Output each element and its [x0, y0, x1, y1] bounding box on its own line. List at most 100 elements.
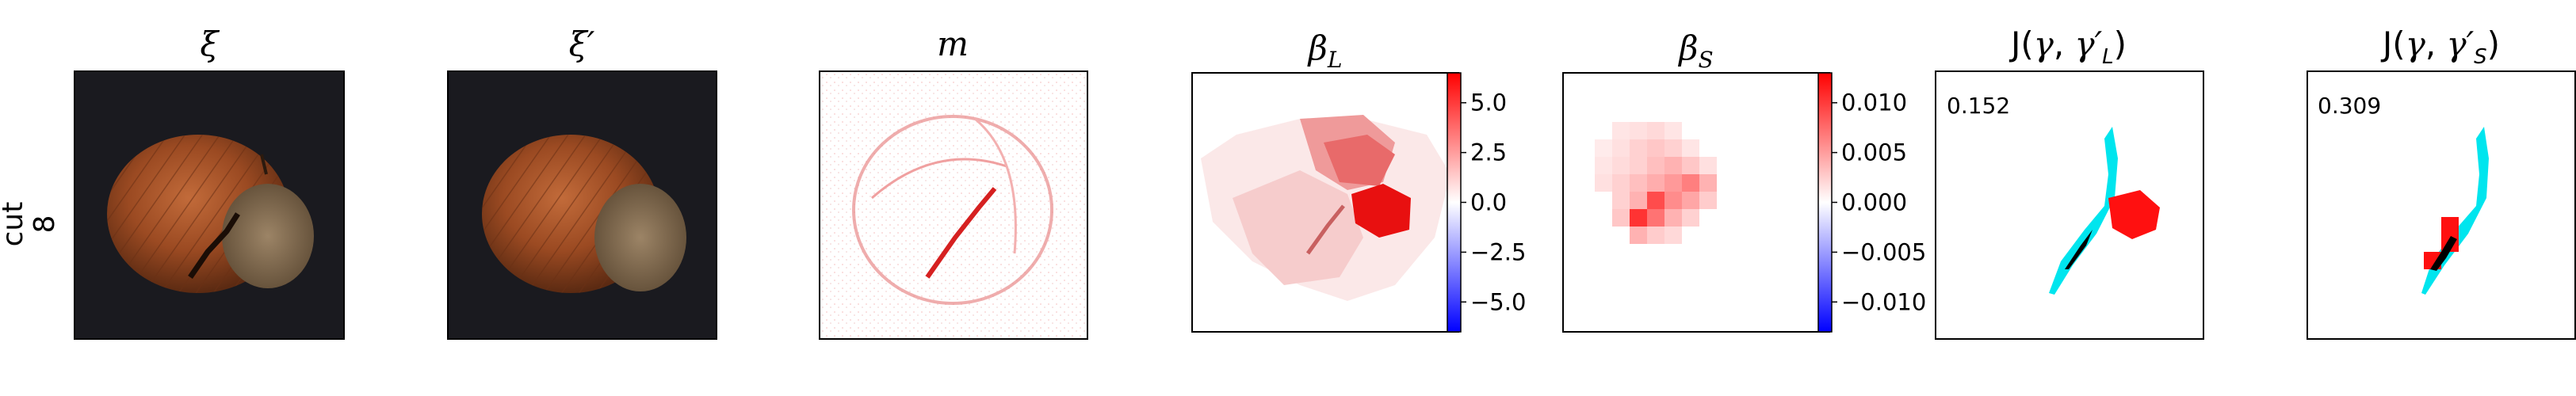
beta-S-cell [1612, 209, 1630, 227]
panel-xi: ξ [74, 25, 345, 340]
beta-S-colorbar: 0.010 0.005 0.000 −0.005 −0.010 [1817, 72, 1926, 333]
J-S-prediction-block-3 [2441, 217, 2459, 234]
colorbar-tick-label: −5.0 [1470, 288, 1526, 315]
beta-S-sub: S [1699, 47, 1714, 73]
beta-S-cell [1682, 174, 1699, 192]
panel-m: m [819, 25, 1088, 340]
panel-xi-prime: ξ′ [447, 25, 717, 340]
hazelnut-tip [260, 154, 268, 175]
J-L-background [1936, 71, 2203, 339]
beta-L-region-strong [1324, 135, 1395, 186]
J-S-background [2307, 71, 2575, 339]
beta-S-cell [1647, 122, 1664, 139]
panel-J-L: J(γ, γ′L) 0.152 [1935, 25, 2204, 340]
m-crack-highlight [925, 187, 997, 279]
beta-S-main: β [1677, 29, 1698, 67]
J-L-gamma: γ [2034, 25, 2054, 63]
panel-beta-L: βL [1191, 29, 1459, 333]
panel-beta-S: βS [1562, 29, 1830, 333]
J-S-prefix: J( [2380, 25, 2406, 63]
beta-S-colorbar-ticks: 0.010 0.005 0.000 −0.005 −0.010 [1832, 89, 1926, 315]
beta-S-cell [1699, 157, 1717, 174]
beta-S-cell [1664, 157, 1682, 174]
J-L-suffix: ) [2114, 25, 2127, 63]
beta-S-cell [1647, 209, 1664, 227]
row-label-line1: cut [0, 202, 29, 247]
beta-S-cell [1664, 122, 1682, 139]
beta-S-cell [1630, 174, 1647, 192]
colorbar-tick-label: −0.010 [1841, 288, 1926, 315]
row-label-line2: 8 [29, 215, 61, 234]
panel-title-m: m [937, 25, 969, 63]
beta-S-cell [1664, 174, 1682, 192]
beta-S-cell [1682, 139, 1699, 157]
beta-L-crack [1305, 204, 1345, 255]
beta-S-cell [1664, 227, 1682, 244]
J-S-gamma-prime: γ′ [2447, 25, 2475, 63]
beta-S-cell [1664, 192, 1682, 209]
beta-L-main: β [1307, 29, 1328, 67]
colorbar-tick-label: 5.0 [1470, 89, 1507, 116]
panel-title-xi: ξ [200, 25, 220, 63]
J-L-sub: L [2102, 45, 2114, 69]
beta-S-cell [1595, 139, 1612, 157]
beta-S-cell [1664, 139, 1682, 157]
beta-S-cell [1699, 192, 1717, 209]
beta-S-cell [1630, 122, 1647, 139]
beta-S-cell [1612, 157, 1630, 174]
colorbar-tick-label: 0.0 [1470, 189, 1507, 216]
beta-S-cell [1595, 174, 1612, 192]
beta-S-cell [1682, 209, 1699, 227]
beta-S-cell [1647, 227, 1664, 244]
beta-S-cell [1612, 192, 1630, 209]
beta-S-cell [1612, 122, 1630, 139]
beta-L-colorbar: 5.0 2.5 0.0 −2.5 −5.0 [1447, 72, 1526, 333]
beta-S-cell [1647, 157, 1664, 174]
m-frame [819, 70, 1088, 340]
J-S-frame [2307, 70, 2576, 340]
xi-prime-frame [447, 70, 717, 340]
beta-S-background [1563, 73, 1829, 332]
colorbar-tick-label: 0.005 [1841, 139, 1907, 166]
beta-S-cell [1595, 157, 1612, 174]
beta-S-cell [1630, 209, 1647, 227]
J-S-sep: , [2425, 25, 2447, 63]
beta-S-cell [1612, 139, 1630, 157]
beta-L-region-light [1233, 170, 1363, 285]
J-S-suffix: ) [2487, 25, 2500, 63]
J-L-frame [1935, 70, 2204, 340]
J-L-prediction [2108, 190, 2160, 239]
J-L-ground-truth [2049, 127, 2118, 295]
J-S-overlap [2430, 236, 2457, 271]
colorbar-tick-label: −2.5 [1470, 238, 1526, 265]
colorbar-tick-label: 0.000 [1841, 189, 1907, 216]
beta-L-region-peak [1351, 184, 1411, 238]
beta-S-cell [1630, 192, 1647, 209]
beta-S-cell [1682, 192, 1699, 209]
colorbar-tick-label: 2.5 [1470, 139, 1507, 166]
J-L-score: 0.152 [1947, 93, 2010, 119]
row-label: cut 8 [0, 202, 61, 247]
xi-frame [74, 70, 345, 340]
J-L-overlap [2065, 230, 2093, 269]
hazelnut-cap [222, 184, 314, 288]
panel-title-J-L: J(γ, γ′L) [2008, 25, 2127, 69]
colorbar-tick-label: 0.010 [1841, 89, 1907, 116]
beta-S-cells [1595, 122, 1717, 244]
panel-title-xi-prime: ξ′ [569, 25, 595, 63]
beta-S-cell [1682, 157, 1699, 174]
beta-S-cell [1630, 227, 1647, 244]
panel-title-beta-S: βS [1677, 29, 1713, 73]
m-background [820, 71, 1087, 339]
beta-L-colorbar-ticks: 5.0 2.5 0.0 −2.5 −5.0 [1461, 89, 1526, 315]
beta-S-cell [1699, 174, 1717, 192]
beta-S-cell [1630, 157, 1647, 174]
colorbar-tick-label: −0.005 [1841, 238, 1926, 265]
beta-L-colorbar-fill [1447, 72, 1462, 333]
panel-J-S: J(γ, γ′S) 0.309 [2307, 25, 2576, 340]
beta-L-sub: L [1327, 47, 1343, 73]
m-outline [852, 115, 1053, 305]
J-L-gamma-prime: γ′ [2075, 25, 2103, 63]
hazelnut-cap-reconstruction [594, 184, 686, 291]
